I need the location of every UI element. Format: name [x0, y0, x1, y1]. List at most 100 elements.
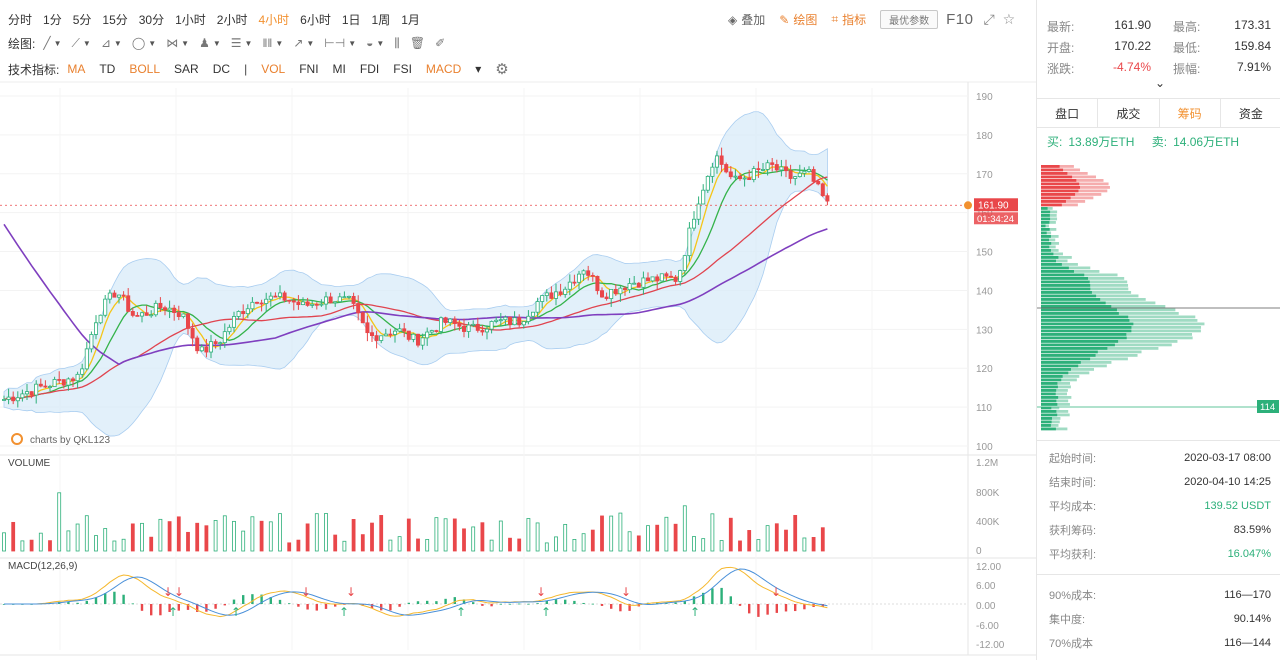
draw-button[interactable]: ✎ 绘图	[779, 12, 818, 28]
candle-body	[627, 283, 632, 291]
tab-3[interactable]: 资金	[1238, 106, 1263, 121]
range-tool-icon[interactable]: ⊢⊣ ▼	[324, 36, 357, 50]
chart-tool-icon[interactable]: ⫼	[394, 35, 400, 50]
period-5[interactable]: 1小时	[175, 12, 206, 27]
indicator-mi[interactable]: MI	[332, 62, 346, 76]
candle-body	[600, 290, 605, 298]
indicator-fdi[interactable]: FDI	[359, 62, 380, 76]
period-2[interactable]: 5分	[72, 12, 92, 27]
ray-tool-icon[interactable]: ⟋ ▼	[71, 35, 91, 50]
candle-body	[687, 227, 692, 257]
macd-histogram-bar	[692, 596, 696, 604]
indicator-fsi[interactable]: FSI	[393, 62, 412, 76]
candle-body	[563, 288, 568, 295]
indicator-macd[interactable]: MACD	[425, 62, 462, 76]
price-chart[interactable]: 190180170160150140130120110100161.9001:3…	[0, 0, 1036, 660]
chip-bar	[1041, 200, 1066, 203]
channel-tool-icon[interactable]: ⊿ ▼	[100, 36, 122, 50]
period-3[interactable]: 15分	[102, 12, 128, 27]
period-6[interactable]: 2小时	[216, 12, 248, 27]
settings-gear-icon[interactable]: ⚙	[495, 61, 509, 78]
chip-bar	[1041, 322, 1134, 326]
stat-key: 涨跌:	[1047, 61, 1075, 76]
candle-body	[300, 301, 305, 306]
star-icon[interactable]: ☆	[1002, 11, 1016, 27]
text-tool-icon[interactable]: ☰ ▼	[230, 36, 253, 50]
chip-bar	[1041, 252, 1054, 256]
candle-body	[259, 302, 264, 305]
volume-bar	[186, 531, 190, 552]
sell-value: 14.06万ETH	[1173, 135, 1240, 149]
caret-down-icon: ▼	[244, 38, 253, 48]
macd-histogram-bar	[205, 604, 208, 612]
candle-body	[20, 393, 25, 399]
note-tool-icon[interactable]: ◒ ▼	[366, 36, 385, 50]
best-params-button[interactable]: 最优参数	[880, 10, 939, 29]
price-tick-label: 190	[976, 92, 993, 103]
chip-bar	[1041, 189, 1079, 193]
info-row: 结束时间: 2020-04-10 14:25	[1049, 470, 1271, 494]
indicator-fni[interactable]: FNI	[299, 62, 319, 76]
period-11[interactable]: 1月	[401, 12, 420, 27]
bars-tool-icon[interactable]: ‖‖ ▼	[262, 36, 284, 50]
volume-bar	[20, 540, 25, 552]
volume-bar	[278, 513, 282, 552]
chevron-down-icon[interactable]: ⌄	[1155, 76, 1166, 90]
candle-body	[71, 378, 76, 382]
price-tag-countdown: 01:34:24	[977, 214, 1014, 225]
candle-body	[466, 324, 471, 332]
fullscreen-icon[interactable]: ⤢	[983, 11, 995, 27]
chip-bar	[1041, 249, 1051, 252]
candle-body	[139, 312, 144, 317]
indicator-td[interactable]: TD	[99, 62, 116, 76]
concentration-list: 90%成本: 116—170 集中度: 90.14% 70%成本 116—144	[1049, 583, 1271, 655]
cost-info-list: 起始时间: 2020-03-17 08:00 结束时间: 2020-04-10 14:…	[1049, 446, 1271, 566]
line-tool-icon[interactable]: ╱ ▼	[43, 36, 62, 50]
indicator-dc[interactable]: DC	[212, 62, 231, 76]
macd-histogram-bar	[416, 601, 420, 604]
trash-icon[interactable]: 🗑	[409, 36, 426, 50]
period-1[interactable]: 1分	[43, 12, 62, 27]
volume-bar	[314, 513, 319, 552]
tab-0[interactable]: 盘口	[1037, 99, 1099, 127]
macd-histogram-bar	[407, 602, 410, 604]
candle-body	[535, 301, 540, 313]
candle-body	[517, 317, 522, 326]
volume-bar	[802, 537, 807, 552]
indicator-ma[interactable]: MA	[67, 62, 86, 76]
fib-tool-icon[interactable]: ⋈ ▼	[166, 36, 190, 50]
volume-bar	[388, 539, 393, 552]
candle-body	[48, 386, 53, 388]
tab-1[interactable]: 成交	[1098, 99, 1160, 127]
indicator-dropdown-icon[interactable]: ▾	[475, 62, 482, 76]
indicator-boll[interactable]: BOLL	[129, 62, 161, 76]
period-9[interactable]: 1日	[341, 12, 361, 27]
indicator-sar[interactable]: SAR	[174, 62, 199, 76]
indicator-button[interactable]: ⌗ 指标	[831, 12, 867, 27]
pen-icon[interactable]: ✐	[435, 36, 446, 50]
arrow-tool-icon[interactable]: ↗ ▼	[293, 36, 315, 50]
bollinger-band	[3, 111, 828, 437]
candle-body	[669, 275, 674, 278]
volume-bar	[66, 530, 71, 552]
chip-bar	[1041, 364, 1079, 368]
f10-button[interactable]: F10	[946, 11, 974, 28]
volume-bar	[719, 540, 724, 552]
period-8[interactable]: 6小时	[300, 12, 331, 27]
period-0[interactable]: 分时	[8, 12, 33, 27]
overlay-button[interactable]: ◈ 叠加	[728, 12, 766, 28]
period-4[interactable]: 30分	[138, 12, 165, 27]
macd-histogram-bar	[67, 601, 70, 604]
candle-body	[554, 291, 559, 299]
indicator-vol[interactable]: VOL	[261, 62, 286, 76]
chip-bar	[1041, 378, 1062, 382]
circle-tool-icon[interactable]: ◯ ▼	[131, 36, 157, 50]
period-7[interactable]: 4小时	[258, 12, 290, 27]
pattern-tool-icon[interactable]: ♟ ▼	[199, 36, 221, 50]
candle-body	[282, 292, 287, 301]
candle-body	[149, 314, 154, 317]
candle-body	[770, 162, 775, 165]
period-10[interactable]: 1周	[371, 12, 391, 27]
tab-2[interactable]: 筹码	[1160, 99, 1221, 127]
candle-body	[641, 277, 646, 288]
